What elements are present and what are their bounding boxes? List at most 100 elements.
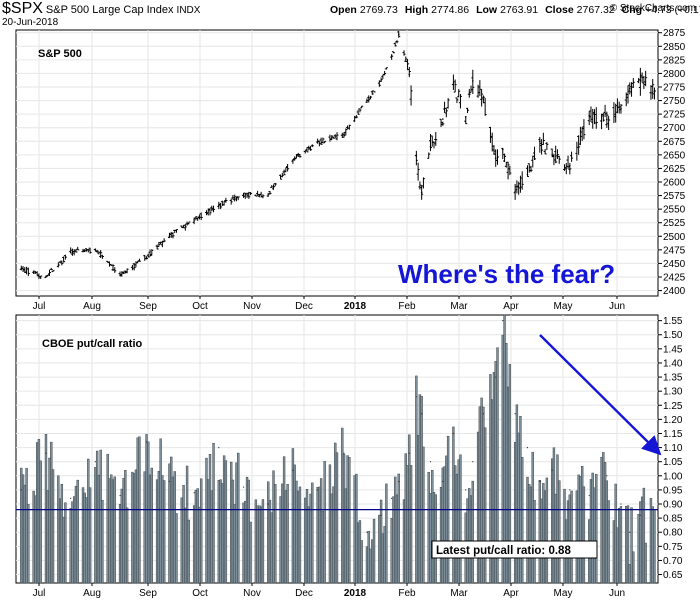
ratio-bar bbox=[644, 542, 647, 584]
ratio-xtick-label: Oct bbox=[192, 588, 208, 599]
ratio-bar bbox=[323, 461, 326, 584]
ratio-point bbox=[502, 320, 504, 322]
ratio-point bbox=[421, 413, 423, 415]
price-point bbox=[482, 98, 485, 101]
price-ytick-label: 2475 bbox=[663, 245, 686, 256]
price-ytick-label: 2400 bbox=[663, 286, 686, 297]
price-ytick-label: 2425 bbox=[663, 273, 686, 284]
ratio-annotation-box bbox=[431, 540, 598, 559]
price-point bbox=[397, 33, 400, 36]
price-xtick-label: Feb bbox=[398, 301, 416, 312]
ratio-panel: 0.65 0.70 0.75 0.80 0.85 0.90 0.95 1.00 1.05 1.10… bbox=[15, 314, 683, 599]
ratio-bar bbox=[76, 479, 79, 584]
price-ytick-label: 2500 bbox=[663, 232, 686, 243]
ratio-bar bbox=[409, 465, 413, 584]
price-ytick-label: 2625 bbox=[663, 164, 686, 175]
ratio-point bbox=[94, 461, 96, 463]
ratio-bar bbox=[237, 452, 240, 584]
price-xtick-label: Jun bbox=[609, 301, 625, 312]
price-ytick-label: 2600 bbox=[663, 178, 686, 189]
price-point bbox=[501, 148, 504, 151]
ratio-ytick-label: 0.70 bbox=[663, 556, 683, 567]
ratio-point bbox=[629, 531, 631, 533]
ratio-point bbox=[472, 461, 474, 463]
ratio-bar bbox=[372, 518, 376, 584]
ratio-xtick-label: Sep bbox=[139, 588, 157, 599]
ratio-point bbox=[442, 480, 444, 483]
index-name: S&P 500 Large Cap Index bbox=[45, 4, 174, 16]
price-point bbox=[218, 204, 220, 207]
ratio-xtick-label: May bbox=[554, 588, 573, 599]
ratio-point bbox=[526, 446, 529, 449]
ratio-xtick-label: Jul bbox=[33, 588, 46, 599]
price-point bbox=[343, 133, 345, 136]
price-ytick-label: 2550 bbox=[663, 205, 686, 216]
ratio-bar bbox=[496, 347, 499, 584]
ratio-bar bbox=[619, 506, 623, 584]
ratio-point bbox=[218, 446, 220, 449]
chg-label: Chg bbox=[621, 4, 643, 16]
price-point bbox=[415, 155, 418, 157]
price-xtick-label: Mar bbox=[450, 301, 468, 312]
price-point bbox=[292, 159, 294, 162]
ratio-bar bbox=[422, 446, 425, 584]
ratio-point bbox=[495, 376, 497, 378]
ratio-bar bbox=[162, 480, 166, 584]
ratio-bar bbox=[298, 486, 302, 584]
price-ytick-label: 2800 bbox=[663, 69, 686, 80]
ratio-point bbox=[408, 452, 410, 454]
price-point bbox=[606, 118, 608, 121]
ratio-bar bbox=[434, 494, 437, 584]
ratio-xtick-label: 2018 bbox=[344, 588, 367, 599]
ratio-bar bbox=[459, 454, 462, 584]
price-annotation: Where's the fear? bbox=[398, 259, 615, 289]
price-point bbox=[193, 219, 195, 221]
ratio-point bbox=[168, 480, 171, 483]
ratio-bar bbox=[607, 500, 610, 584]
ratio-bar bbox=[360, 540, 363, 584]
price-point bbox=[551, 154, 553, 156]
price-point bbox=[569, 164, 571, 167]
ratio-ytick-label: 0.85 bbox=[663, 514, 683, 525]
close-label: Close bbox=[545, 4, 574, 16]
price-point bbox=[442, 118, 444, 120]
low-value: 2763.91 bbox=[500, 4, 539, 16]
price-ytick-label: 2700 bbox=[663, 123, 686, 134]
ratio-xtick-label: Nov bbox=[243, 588, 261, 599]
price-point bbox=[316, 142, 319, 144]
ratio-point bbox=[606, 475, 608, 477]
ratio-bar bbox=[348, 457, 351, 584]
price-point bbox=[526, 173, 529, 176]
ratio-point bbox=[145, 441, 148, 443]
ratio-xtick-label: Aug bbox=[83, 588, 101, 599]
price-point bbox=[45, 275, 47, 278]
chart-date: 20-Jun-2018 bbox=[2, 17, 59, 28]
ratio-ytick-label: 0.95 bbox=[663, 485, 683, 496]
ratio-bar bbox=[286, 483, 289, 584]
ratio-xtick-label: Dec bbox=[295, 588, 313, 599]
annotation-arrow bbox=[539, 334, 662, 456]
price-point bbox=[539, 140, 541, 143]
close-value: 2767.32 bbox=[576, 4, 615, 16]
price-point bbox=[20, 268, 23, 270]
ratio-point bbox=[45, 452, 47, 454]
price-xtick-label: Dec bbox=[295, 301, 313, 312]
price-xtick-label: Aug bbox=[83, 301, 101, 312]
ratio-point bbox=[539, 480, 541, 483]
ratio-bar bbox=[642, 487, 646, 584]
ratio-point bbox=[551, 469, 553, 471]
price-point bbox=[420, 191, 423, 194]
ratio-bar bbox=[558, 480, 561, 584]
ratio-bar bbox=[261, 499, 265, 584]
price-ytick-label: 2725 bbox=[663, 110, 686, 121]
price-ytick-label: 2675 bbox=[663, 137, 686, 148]
ratio-bar bbox=[39, 460, 42, 584]
ratio-point bbox=[639, 514, 641, 516]
ratio-bar bbox=[626, 505, 630, 584]
ratio-bar bbox=[125, 507, 129, 584]
ratio-bar bbox=[175, 513, 178, 584]
price-xtick-label: 2018 bbox=[344, 301, 367, 312]
ratio-bar bbox=[521, 456, 524, 584]
